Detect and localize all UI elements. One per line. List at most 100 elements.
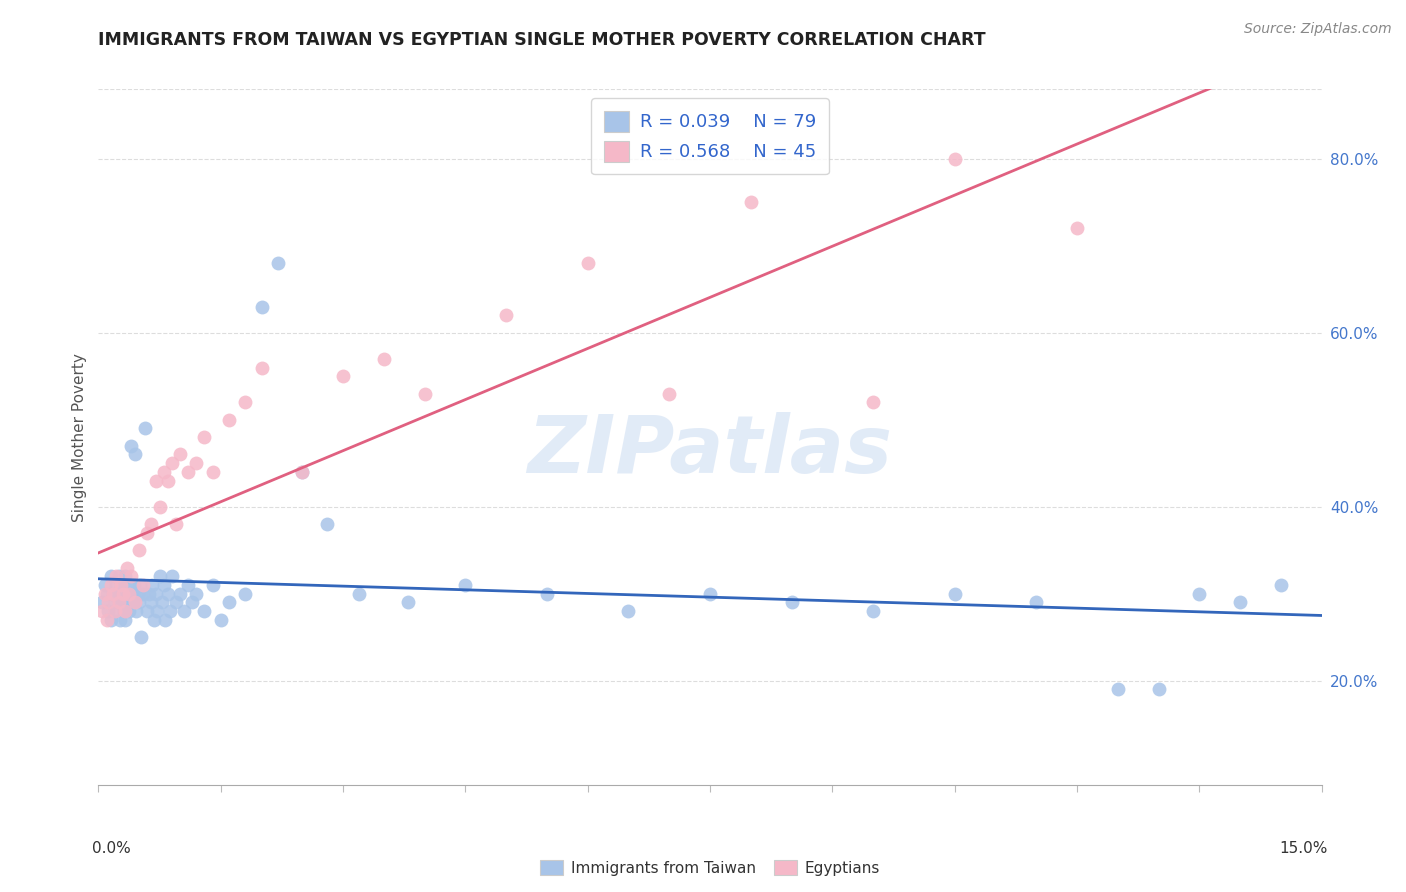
Point xyxy=(110,595,132,609)
Point xyxy=(291,465,314,479)
Point xyxy=(139,595,162,609)
Point xyxy=(155,613,177,627)
Point xyxy=(1270,578,1292,592)
Point xyxy=(267,256,290,270)
Point xyxy=(96,613,118,627)
Point xyxy=(110,578,132,592)
Point xyxy=(132,578,155,592)
Point xyxy=(100,578,122,592)
Point xyxy=(104,595,127,609)
Point xyxy=(105,604,128,618)
Point xyxy=(943,152,966,166)
Point xyxy=(124,595,146,609)
Point xyxy=(134,421,156,435)
Point xyxy=(111,587,134,601)
Point xyxy=(104,578,127,592)
Text: Source: ZipAtlas.com: Source: ZipAtlas.com xyxy=(1244,22,1392,37)
Point xyxy=(576,256,599,270)
Y-axis label: Single Mother Poverty: Single Mother Poverty xyxy=(72,352,87,522)
Point xyxy=(100,613,122,627)
Point xyxy=(129,630,152,644)
Point xyxy=(142,613,165,627)
Point xyxy=(145,474,167,488)
Point xyxy=(101,587,124,601)
Point xyxy=(149,569,172,583)
Point xyxy=(201,465,224,479)
Point xyxy=(120,569,142,583)
Point xyxy=(114,604,136,618)
Point xyxy=(177,578,200,592)
Point xyxy=(104,604,127,618)
Point xyxy=(169,447,191,462)
Point xyxy=(128,595,150,609)
Point xyxy=(218,595,240,609)
Point xyxy=(315,516,337,531)
Point xyxy=(115,587,138,601)
Point xyxy=(536,587,558,601)
Point xyxy=(291,465,314,479)
Point xyxy=(101,587,124,601)
Point xyxy=(108,595,131,609)
Point xyxy=(658,386,681,401)
Point xyxy=(186,587,208,601)
Point xyxy=(396,595,419,609)
Point xyxy=(332,369,354,384)
Point xyxy=(115,560,138,574)
Point xyxy=(138,587,160,601)
Point xyxy=(121,587,143,601)
Point xyxy=(1188,587,1211,601)
Point xyxy=(94,587,117,601)
Point xyxy=(108,569,131,583)
Point xyxy=(165,516,187,531)
Point xyxy=(454,578,477,592)
Point xyxy=(136,604,159,618)
Point xyxy=(97,604,120,618)
Point xyxy=(173,604,195,618)
Point xyxy=(165,595,187,609)
Point xyxy=(132,587,155,601)
Point xyxy=(112,604,135,618)
Point xyxy=(110,578,132,592)
Point xyxy=(141,578,163,592)
Point xyxy=(121,595,143,609)
Point xyxy=(780,595,803,609)
Point xyxy=(141,516,163,531)
Point xyxy=(1066,221,1088,235)
Point xyxy=(118,587,141,601)
Text: 0.0%: 0.0% xyxy=(93,840,131,855)
Point xyxy=(152,578,174,592)
Point xyxy=(413,386,436,401)
Point xyxy=(97,595,120,609)
Point xyxy=(177,465,200,479)
Point xyxy=(145,587,167,601)
Point xyxy=(94,578,117,592)
Point xyxy=(128,543,150,558)
Point xyxy=(862,395,884,409)
Point xyxy=(129,578,152,592)
Point xyxy=(127,587,149,601)
Point xyxy=(96,587,118,601)
Point xyxy=(160,456,183,470)
Point xyxy=(186,456,208,470)
Point xyxy=(124,578,146,592)
Point xyxy=(349,587,371,601)
Point xyxy=(146,604,169,618)
Point xyxy=(108,613,131,627)
Point xyxy=(125,604,148,618)
Point xyxy=(617,604,640,618)
Point xyxy=(156,474,179,488)
Point xyxy=(159,604,181,618)
Point xyxy=(124,447,146,462)
Point xyxy=(250,300,273,314)
Point xyxy=(740,195,762,210)
Point xyxy=(136,525,159,540)
Point xyxy=(111,587,134,601)
Point xyxy=(218,412,240,426)
Point xyxy=(1107,682,1129,697)
Point xyxy=(862,604,884,618)
Point xyxy=(201,578,224,592)
Text: 15.0%: 15.0% xyxy=(1279,840,1327,855)
Point xyxy=(250,360,273,375)
Point xyxy=(1147,682,1170,697)
Point xyxy=(91,604,114,618)
